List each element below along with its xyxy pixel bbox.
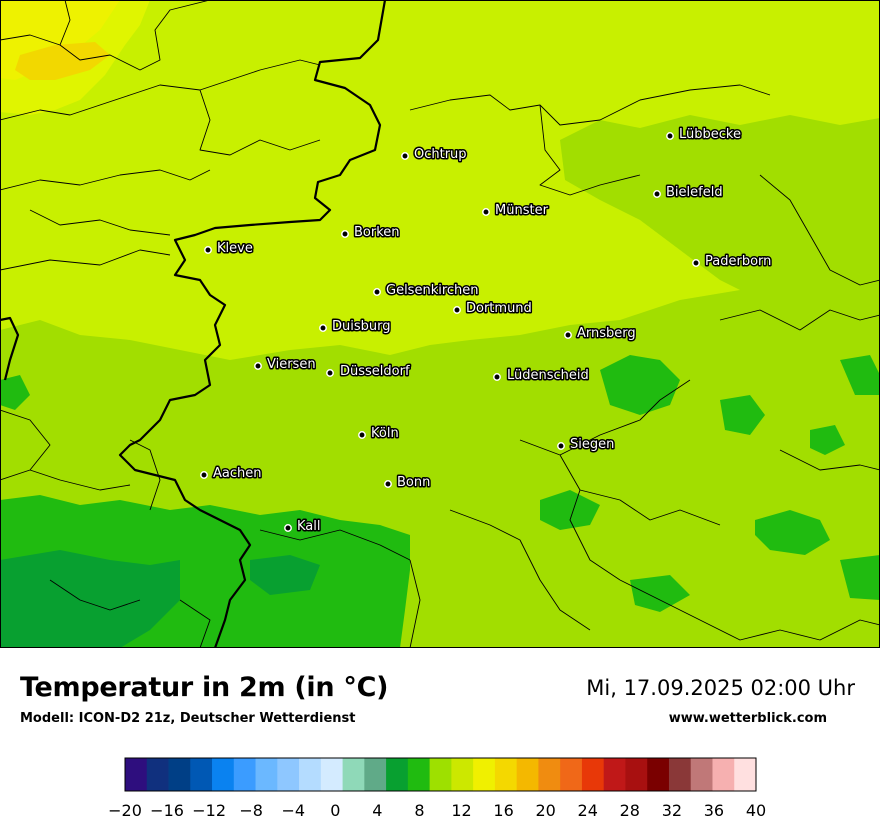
legend-swatch <box>538 758 561 791</box>
legend-swatch <box>190 758 213 791</box>
legend-tick-label: −16 <box>150 801 184 820</box>
legend-swatch <box>494 758 518 791</box>
legend-tick-label: 36 <box>704 801 724 820</box>
legend-tick-label: 16 <box>493 801 513 820</box>
legend-tick-label: 28 <box>620 801 640 820</box>
legend-swatch <box>364 758 387 791</box>
legend-tick-label: 0 <box>330 801 340 820</box>
city-duesseldorf: Düsseldorf <box>326 363 411 381</box>
city-bonn: Bonn <box>384 474 432 492</box>
legend-swatch <box>647 758 670 791</box>
legend-frame <box>124 757 757 792</box>
city-label: Borken <box>354 225 400 240</box>
city-arnsberg: Arnsberg <box>564 325 637 343</box>
legend-swatch <box>255 758 278 791</box>
legend-tick-label: 40 <box>746 801 766 820</box>
legend-swatch <box>407 758 431 791</box>
city-muenster: Münster <box>482 202 550 220</box>
legend-swatch <box>473 758 496 791</box>
city-markers: Lübbecke Ochtrup Bielefeld Münster Borke… <box>200 126 773 536</box>
legend-swatch <box>560 758 583 791</box>
city-label: Arnsberg <box>577 326 636 341</box>
legend-swatch <box>299 758 322 791</box>
legend-swatch <box>734 758 757 791</box>
legend-swatch <box>668 758 692 791</box>
city-label: Bielefeld <box>666 185 723 200</box>
city-label: Münster <box>495 203 549 218</box>
color-legend: −20 −16 −12 −8 −4 0 4 8 12 16 20 24 28 32 36 40 <box>0 752 880 830</box>
city-label: Lübbecke <box>679 127 741 142</box>
legend-tick-label: 4 <box>372 801 382 820</box>
legend-tick-label: −4 <box>281 801 305 820</box>
legend-colorbar: −20 −16 −12 −8 −4 0 4 8 12 16 20 24 28 32 36 40 <box>108 757 766 820</box>
city-kall: Kall <box>284 518 322 536</box>
map-title: Temperatur in 2m (in °C) <box>20 672 389 703</box>
city-viersen: Viersen <box>254 356 317 374</box>
city-label: Kleve <box>217 241 253 256</box>
legend-swatch <box>212 758 235 791</box>
legend-tick-label: 12 <box>451 801 471 820</box>
legend-tick-label: 24 <box>578 801 598 820</box>
city-duisburg: Duisburg <box>319 318 392 336</box>
city-siegen: Siegen <box>557 436 616 454</box>
city-luedenscheid: Lüdenscheid <box>493 367 590 385</box>
coldest-areas <box>0 550 320 648</box>
legend-swatch <box>712 758 735 791</box>
city-label: Siegen <box>570 437 614 452</box>
map-footer: Temperatur in 2m (in °C) Modell: ICON-D2… <box>0 648 880 830</box>
legend-swatch <box>168 758 191 791</box>
city-bielefeld: Bielefeld <box>653 184 724 202</box>
city-label: Viersen <box>267 357 316 372</box>
legend-swatch <box>233 758 256 791</box>
city-label: Kall <box>297 519 321 534</box>
legend-swatch <box>581 758 605 791</box>
city-kleve: Kleve <box>204 240 254 258</box>
city-label: Bonn <box>397 475 430 490</box>
city-label: Köln <box>371 426 399 441</box>
city-label: Ochtrup <box>414 147 467 162</box>
forecast-datetime: Mi, 17.09.2025 02:00 Uhr <box>586 676 855 700</box>
city-label: Aachen <box>213 466 261 481</box>
warm-areas <box>0 0 385 465</box>
legend-tick-label: −8 <box>239 801 263 820</box>
legend-swatch <box>277 758 300 791</box>
city-dortmund: Dortmund <box>453 300 533 318</box>
city-paderborn: Paderborn <box>692 253 773 271</box>
map-canvas: Lübbecke Ochtrup Bielefeld Münster Borke… <box>0 0 880 648</box>
temperature-map: Lübbecke Ochtrup Bielefeld Münster Borke… <box>0 0 880 648</box>
legend-swatch <box>451 758 474 791</box>
legend-swatch <box>690 758 713 791</box>
legend-swatch <box>342 758 365 791</box>
legend-tick-label: −20 <box>108 801 142 820</box>
city-luebbecke: Lübbecke <box>666 126 742 144</box>
model-subtitle: Modell: ICON-D2 21z, Deutscher Wetterdie… <box>20 711 356 726</box>
city-gelsenkirchen: Gelsenkirchen <box>373 282 480 300</box>
city-label: Gelsenkirchen <box>386 283 479 298</box>
legend-swatch <box>386 758 409 791</box>
legend-tick-label: 20 <box>535 801 555 820</box>
city-aachen: Aachen <box>200 465 263 483</box>
legend-swatch <box>146 758 169 791</box>
city-borken: Borken <box>341 224 401 242</box>
city-label: Paderborn <box>705 254 771 269</box>
legend-tick-label: 32 <box>662 801 682 820</box>
website-credit: www.wetterblick.com <box>668 711 827 726</box>
city-label: Duisburg <box>332 319 391 334</box>
city-koeln: Köln <box>358 425 400 443</box>
city-ochtrup: Ochtrup <box>401 146 468 164</box>
legend-swatch <box>603 758 626 791</box>
city-label: Dortmund <box>466 301 532 316</box>
legend-tick-label: −12 <box>192 801 226 820</box>
legend-swatch <box>429 758 452 791</box>
city-label: Düsseldorf <box>340 364 410 379</box>
legend-swatch <box>125 758 148 791</box>
legend-tick-label: 8 <box>414 801 424 820</box>
legend-swatch <box>516 758 539 791</box>
legend-swatch <box>625 758 648 791</box>
city-label: Lüdenscheid <box>507 368 589 383</box>
legend-swatch <box>320 758 343 791</box>
boundaries <box>0 0 880 648</box>
